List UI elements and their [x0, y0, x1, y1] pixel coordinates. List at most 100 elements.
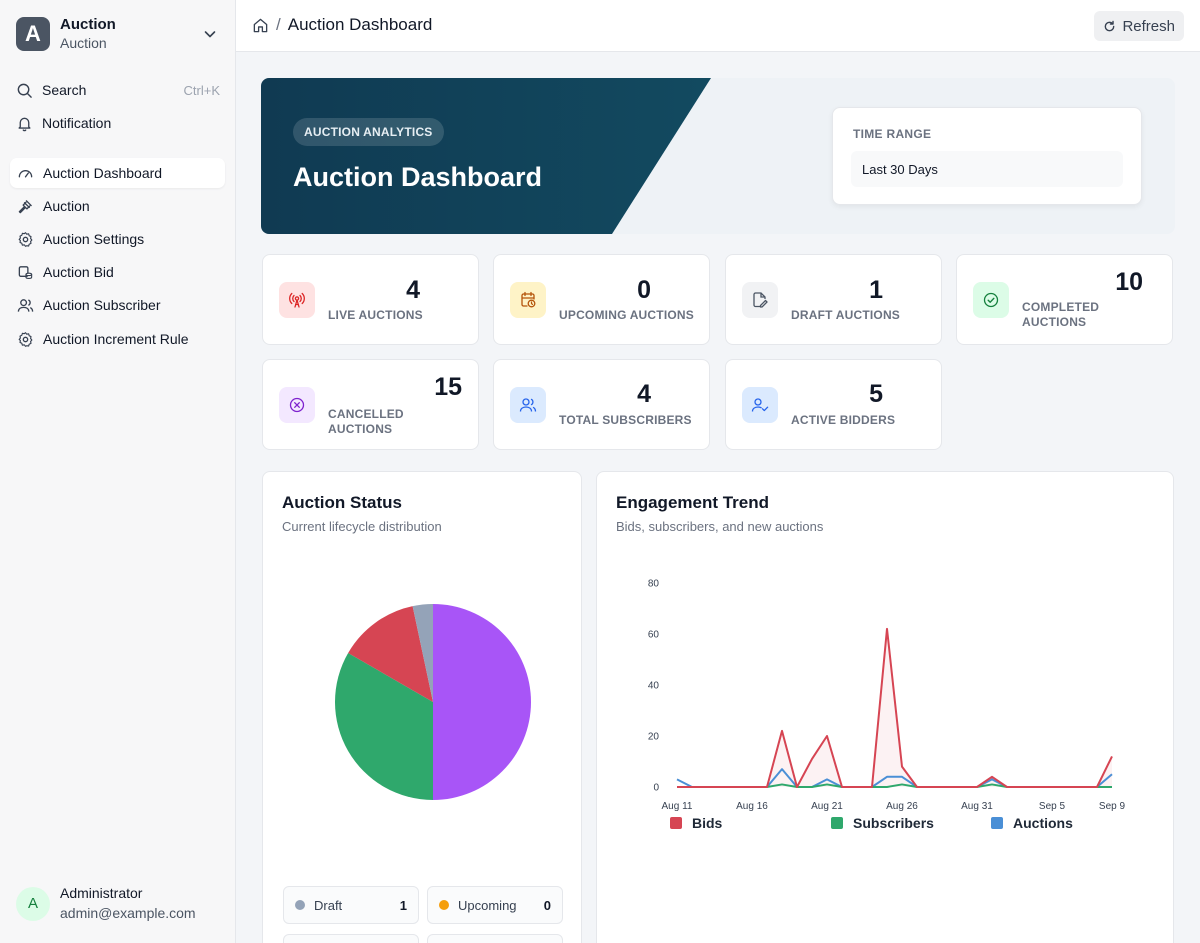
pie-slice-completed[interactable] [335, 653, 433, 800]
stat-icon-bg [742, 282, 778, 318]
sidebar-item-auction[interactable]: Auction [10, 191, 225, 221]
sidebar-item-auction-settings[interactable]: Auction Settings [10, 224, 225, 254]
x-tick-label: Aug 21 [811, 801, 843, 812]
legend-chip-draft[interactable]: Draft 1 [283, 886, 419, 924]
user-menu[interactable]: A Administrator admin@example.com [16, 884, 196, 923]
calendar-clock-icon [521, 291, 536, 308]
sidebar-item-label: Auction Settings [43, 231, 145, 247]
legend-swatch [831, 817, 843, 829]
stat-icon-bg [279, 387, 315, 423]
notification-button[interactable]: Notification [16, 111, 220, 135]
sidebar-item-label: Auction Subscriber [43, 297, 161, 313]
status-pie-chart [335, 604, 531, 800]
sidebar-item-label: Auction Bid [43, 264, 114, 280]
sidebar-item-auction-increment-rule[interactable]: Auction Increment Rule [10, 324, 225, 354]
sidebar-item-auction-subscriber[interactable]: Auction Subscriber [10, 290, 225, 320]
stat-icon-bg [510, 387, 546, 423]
legend-count: 1 [399, 897, 407, 913]
stat-card-completed-auctions[interactable]: 10 COMPLETED AUCTIONS [956, 254, 1173, 345]
breadcrumb-current: Auction Dashboard [287, 15, 433, 34]
engagement-line-chart: 0 20 40 60 80 Aug 11 Aug 16 Aug 21 Aug 26 Aug 31 S… [648, 579, 1126, 832]
panel-title: Auction Status [282, 493, 402, 512]
user-email: admin@example.com [60, 904, 196, 921]
users-icon [17, 298, 34, 312]
user-check-icon [751, 398, 769, 412]
check-circle-icon [983, 292, 999, 308]
legend-swatch [991, 817, 1003, 829]
legend-dot [295, 900, 305, 910]
x-circle-icon [289, 397, 305, 413]
panel-subtitle: Current lifecycle distribution [282, 519, 442, 534]
user-name: Administrator [60, 885, 143, 901]
y-tick-label: 60 [648, 630, 660, 641]
pie-slice-draft[interactable] [412, 604, 433, 702]
file-edit-icon [753, 292, 768, 308]
pie-slice-cancelled[interactable] [433, 604, 531, 800]
users-icon [519, 398, 537, 412]
stat-value: 10 [1115, 268, 1143, 296]
sidebar-item-label: Auction [43, 198, 90, 214]
stat-card-live-auctions[interactable]: 4 LIVE AUCTIONS [262, 254, 479, 345]
sidebar-item-auction-dashboard[interactable]: Auction Dashboard [10, 158, 225, 188]
stat-card-upcoming-auctions[interactable]: 0 UPCOMING AUCTIONS [493, 254, 710, 345]
stat-value: 0 [637, 276, 651, 304]
stat-card-draft-auctions[interactable]: 1 DRAFT AUCTIONS [725, 254, 942, 345]
stat-value: 4 [406, 276, 420, 304]
search-button[interactable]: Search Ctrl+K [16, 78, 220, 102]
sidebar: A Auction Auction Search Ctrl+K Notifica… [0, 0, 236, 943]
notification-label: Notification [42, 115, 112, 131]
stat-icon-bg [742, 387, 778, 423]
stat-value: 15 [434, 373, 462, 401]
y-tick-label: 20 [648, 732, 660, 743]
hero-badge: AUCTION ANALYTICS [293, 118, 444, 146]
series-line-bids[interactable] [677, 627, 1113, 788]
search-shortcut: Ctrl+K [183, 82, 220, 98]
stat-icon-bg [279, 282, 315, 318]
stat-card-active-bidders[interactable]: 5 ACTIVE BIDDERS [725, 359, 942, 450]
sidebar-item-label: Auction Increment Rule [43, 331, 189, 347]
legend-label: Draft [314, 897, 343, 913]
legend-label: Upcoming [458, 897, 517, 913]
legend-chip[interactable] [427, 934, 563, 943]
stat-label: DRAFT AUCTIONS [791, 308, 901, 322]
app-switcher[interactable]: A Auction Auction [16, 14, 220, 54]
stat-card-cancelled-auctions[interactable]: 15 CANCELLED AUCTIONS [262, 359, 479, 450]
stat-card-total-subscribers[interactable]: 4 TOTAL SUBSCRIBERS [493, 359, 710, 450]
stat-label: COMPLETED AUCTIONS [1022, 300, 1100, 329]
refresh-icon [1105, 20, 1115, 31]
avatar: A [16, 886, 50, 921]
y-tick-label: 0 [653, 783, 659, 794]
engagement-trend-panel: Engagement Trend Bids, subscribers, and … [596, 471, 1174, 943]
legend-chip-upcoming[interactable]: Upcoming 0 [427, 886, 563, 924]
refresh-button[interactable]: Refresh [1094, 11, 1184, 41]
legend-dot [439, 900, 449, 910]
legend-label-subscribers[interactable]: Subscribers [853, 815, 934, 831]
stat-value: 4 [637, 380, 651, 408]
gear-icon [18, 331, 33, 347]
y-tick-label: 80 [648, 579, 660, 590]
legend-label-auctions[interactable]: Auctions [1013, 815, 1073, 831]
gavel-icon [18, 199, 32, 213]
sidebar-item-auction-bid[interactable]: Auction Bid [10, 257, 225, 287]
legend-label-bids[interactable]: Bids [692, 815, 723, 831]
breadcrumb: / Auction Dashboard [252, 15, 432, 35]
breadcrumb-separator: / [276, 15, 281, 34]
time-range-label: TIME RANGE [853, 127, 932, 141]
broadcast-icon [289, 292, 305, 308]
database-icon [18, 265, 33, 279]
x-tick-label: Aug 11 [662, 801, 693, 812]
time-range-select[interactable]: Last 30 Days [851, 151, 1123, 187]
gauge-icon [18, 169, 33, 177]
stat-label: TOTAL SUBSCRIBERS [559, 413, 692, 427]
app-logo: A [16, 17, 50, 51]
bell-icon [18, 117, 31, 131]
home-icon[interactable] [252, 17, 269, 34]
stat-icon-bg [973, 282, 1009, 318]
pie-slice-live[interactable] [348, 606, 433, 702]
legend-swatch [670, 817, 682, 829]
sidebar-item-label: Auction Dashboard [43, 165, 163, 181]
search-icon [17, 83, 32, 98]
legend-chip[interactable] [283, 934, 419, 943]
panel-title: Engagement Trend [616, 493, 770, 512]
gear-icon [18, 231, 33, 247]
